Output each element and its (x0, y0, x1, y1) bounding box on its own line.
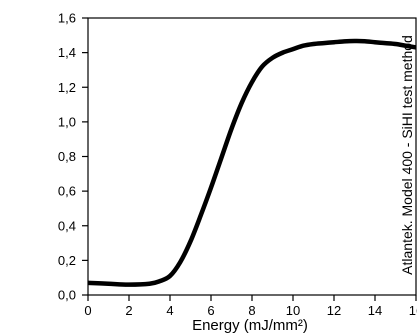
y-tick-label: 1,2 (58, 80, 76, 95)
x-axis-title: Energy (mJ/mm²) (192, 317, 308, 333)
y-tick-label: 1,6 (58, 11, 76, 26)
x-tick-label: 14 (368, 303, 382, 318)
y-tick-label: 0,4 (58, 218, 76, 233)
x-tick-label: 12 (327, 303, 341, 318)
x-tick-label: 16 (409, 303, 417, 318)
y-tick-label: 0,2 (58, 253, 76, 268)
y-tick-label: 0,0 (58, 288, 76, 303)
series-line (87, 38, 417, 287)
x-tick-label: 2 (125, 303, 132, 318)
y-tick-label: 0,6 (58, 184, 76, 199)
x-tick-label: 8 (248, 303, 255, 318)
y-tick-label: 1,4 (58, 45, 76, 60)
side-note-label: Atlantek. Model 400 - SiHI test method (399, 35, 415, 275)
plot-area-frame (87, 17, 417, 296)
x-tick-label: 6 (207, 303, 214, 318)
y-tick-label: 0,8 (58, 149, 76, 164)
x-tick-label: 10 (286, 303, 300, 318)
y-tick-label: 1,0 (58, 114, 76, 129)
x-tick-label: 0 (84, 303, 91, 318)
x-tick-label: 4 (166, 303, 173, 318)
